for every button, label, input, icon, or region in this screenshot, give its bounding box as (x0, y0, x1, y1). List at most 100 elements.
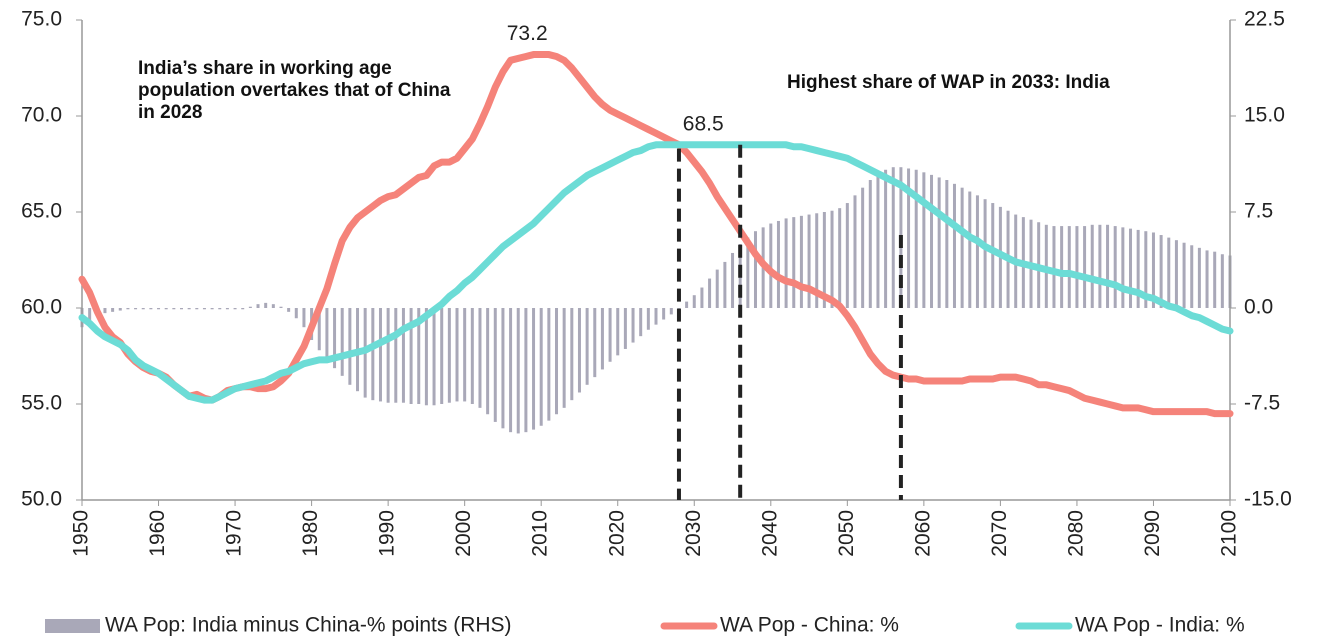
bar (111, 308, 115, 312)
bar (141, 308, 145, 310)
y-tick-label: 60.0 (21, 296, 62, 319)
bar (861, 187, 865, 308)
x-tick-label: 1970 (223, 510, 246, 557)
y2-tick-label: 7.5 (1244, 200, 1273, 223)
bar (157, 308, 161, 310)
bar (547, 308, 551, 421)
annotation: Highest share of WAP in 2033: India (787, 72, 1110, 93)
x-tick-label: 1980 (299, 510, 322, 557)
legend-label: WA Pop - China: % (720, 614, 899, 637)
y-tick-label: 70.0 (21, 104, 62, 127)
bar (455, 308, 459, 402)
bar (723, 261, 727, 308)
bar (394, 308, 398, 403)
bar (692, 295, 696, 308)
bar (478, 308, 482, 408)
bar (371, 308, 375, 401)
bar (746, 237, 750, 308)
bar (669, 308, 673, 315)
x-tick-label: 1990 (376, 510, 399, 557)
bar (486, 308, 490, 415)
bar (325, 308, 329, 360)
bar (1213, 251, 1217, 308)
x-tick-label: 2050 (835, 510, 858, 557)
bar (1067, 226, 1071, 308)
bar (1197, 247, 1201, 308)
bar (708, 278, 712, 308)
bar (279, 306, 283, 308)
bar (271, 304, 275, 308)
bar (799, 215, 803, 308)
bar (952, 183, 956, 308)
bar (776, 220, 780, 308)
bar (401, 308, 405, 403)
bar (685, 301, 689, 308)
bar (631, 308, 635, 343)
bar (524, 308, 528, 433)
bar (1098, 224, 1102, 308)
bar (983, 199, 987, 308)
bar (532, 308, 536, 430)
y2-tick-label: 15.0 (1244, 104, 1285, 127)
line (78, 51, 1234, 418)
bar (179, 308, 183, 310)
bar (172, 308, 176, 310)
y2-tick-label: 22.5 (1244, 8, 1285, 31)
bar (884, 169, 888, 308)
bar (539, 308, 543, 426)
legend-item: WA Pop: India minus China-% points (RHS) (45, 614, 512, 637)
bar (516, 308, 520, 434)
bar (440, 308, 444, 404)
bar (662, 308, 666, 320)
bar (1182, 242, 1186, 308)
annotation: India’s share in working age population … (138, 58, 451, 123)
bar (600, 308, 604, 370)
bar (1174, 240, 1178, 308)
bar (447, 308, 451, 403)
bar (608, 308, 612, 362)
bar (677, 308, 681, 309)
bar (195, 308, 199, 310)
bar (1136, 229, 1140, 308)
bar (378, 308, 382, 402)
bar (853, 195, 857, 308)
bar (294, 308, 298, 319)
x-tick-label: 2090 (1141, 510, 1164, 557)
bar (302, 308, 306, 328)
bar (233, 308, 237, 310)
bar (1220, 254, 1224, 308)
x-tick-label: 2060 (911, 510, 934, 557)
peak-label: 68.5 (683, 112, 724, 135)
bar (1090, 224, 1094, 308)
bar (891, 167, 895, 308)
bar (340, 308, 344, 376)
x-tick-label: 2080 (1064, 510, 1087, 557)
bar (248, 306, 252, 308)
bar (149, 308, 153, 310)
bar (822, 212, 826, 308)
legend-item: WA Pop - India: % (1015, 614, 1245, 637)
bar (792, 217, 796, 308)
bar (164, 308, 168, 310)
x-tick-label: 2000 (452, 510, 475, 557)
legend-swatch (45, 619, 100, 633)
bar (623, 308, 627, 349)
bar (876, 173, 880, 308)
bar (118, 308, 122, 311)
bar (287, 308, 291, 312)
bar (562, 308, 566, 408)
bar (470, 308, 474, 404)
bar (432, 308, 436, 406)
bar (1052, 226, 1056, 308)
bar (1106, 224, 1110, 308)
x-tick-label: 2030 (682, 510, 705, 557)
bar (264, 302, 268, 308)
bar (202, 308, 206, 310)
bar (914, 169, 918, 308)
bar (501, 308, 505, 429)
bar (960, 187, 964, 308)
x-tick-label: 2010 (529, 510, 552, 557)
y-tick-label: 75.0 (21, 8, 62, 31)
bar (417, 308, 421, 404)
